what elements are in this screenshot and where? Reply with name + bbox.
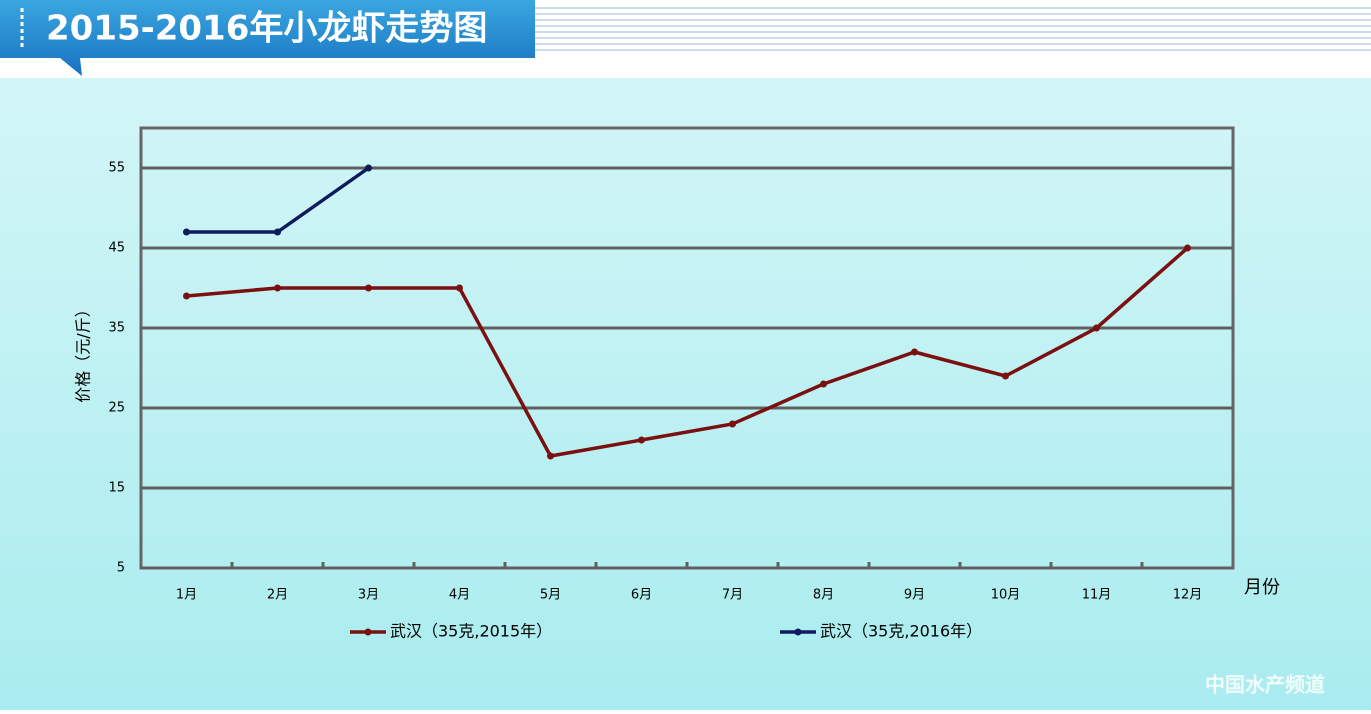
x-tick-label: 7月	[722, 588, 743, 603]
legend-label: 武汉（35克,2016年）	[820, 622, 982, 641]
chart-title: 2015-2016年小龙虾走势图	[46, 9, 487, 49]
x-tick-label: 2月	[267, 588, 288, 603]
point-marker	[274, 284, 281, 292]
point-marker	[456, 284, 463, 292]
x-tick-label: 1月	[176, 588, 197, 603]
point-marker	[547, 452, 554, 460]
x-tick-label: 12月	[1173, 588, 1203, 603]
y-tick-label: 35	[108, 321, 125, 336]
title-banner	[0, 0, 535, 76]
x-tick-label: 11月	[1082, 588, 1112, 603]
point-marker	[729, 420, 736, 428]
point-marker	[183, 292, 190, 300]
x-tick-label: 4月	[449, 588, 470, 603]
y-tick-label: 55	[108, 161, 125, 176]
point-marker	[1093, 324, 1100, 332]
legend-marker	[794, 628, 802, 636]
x-tick-label: 9月	[904, 588, 925, 603]
point-marker	[911, 348, 918, 356]
y-tick-label: 5	[117, 561, 125, 576]
point-marker	[365, 284, 372, 292]
point-marker	[365, 164, 372, 172]
y-tick-label: 15	[108, 481, 125, 496]
series-line	[186, 246, 1189, 458]
legend-marker	[364, 628, 372, 636]
header-stripes	[535, 7, 1371, 51]
point-marker	[638, 436, 645, 444]
x-tick-label: 6月	[631, 588, 652, 603]
x-tick-label: 10月	[991, 588, 1021, 603]
y-tick-label: 45	[108, 241, 125, 256]
point-marker	[820, 380, 827, 388]
watermark: 中国水产频道	[1205, 673, 1325, 697]
x-tick-label: 8月	[813, 588, 834, 603]
legend-label: 武汉（35克,2015年）	[390, 622, 552, 641]
x-tick-label: 5月	[540, 588, 561, 603]
point-marker	[183, 228, 190, 236]
x-tick-label: 3月	[358, 588, 379, 603]
x-axis-label: 月份	[1244, 577, 1280, 598]
y-tick-label: 25	[108, 401, 125, 416]
point-marker	[1002, 372, 1009, 380]
point-marker	[1184, 244, 1191, 252]
y-axis-label: 价格（元/斤）	[74, 301, 93, 402]
point-marker	[274, 228, 281, 236]
